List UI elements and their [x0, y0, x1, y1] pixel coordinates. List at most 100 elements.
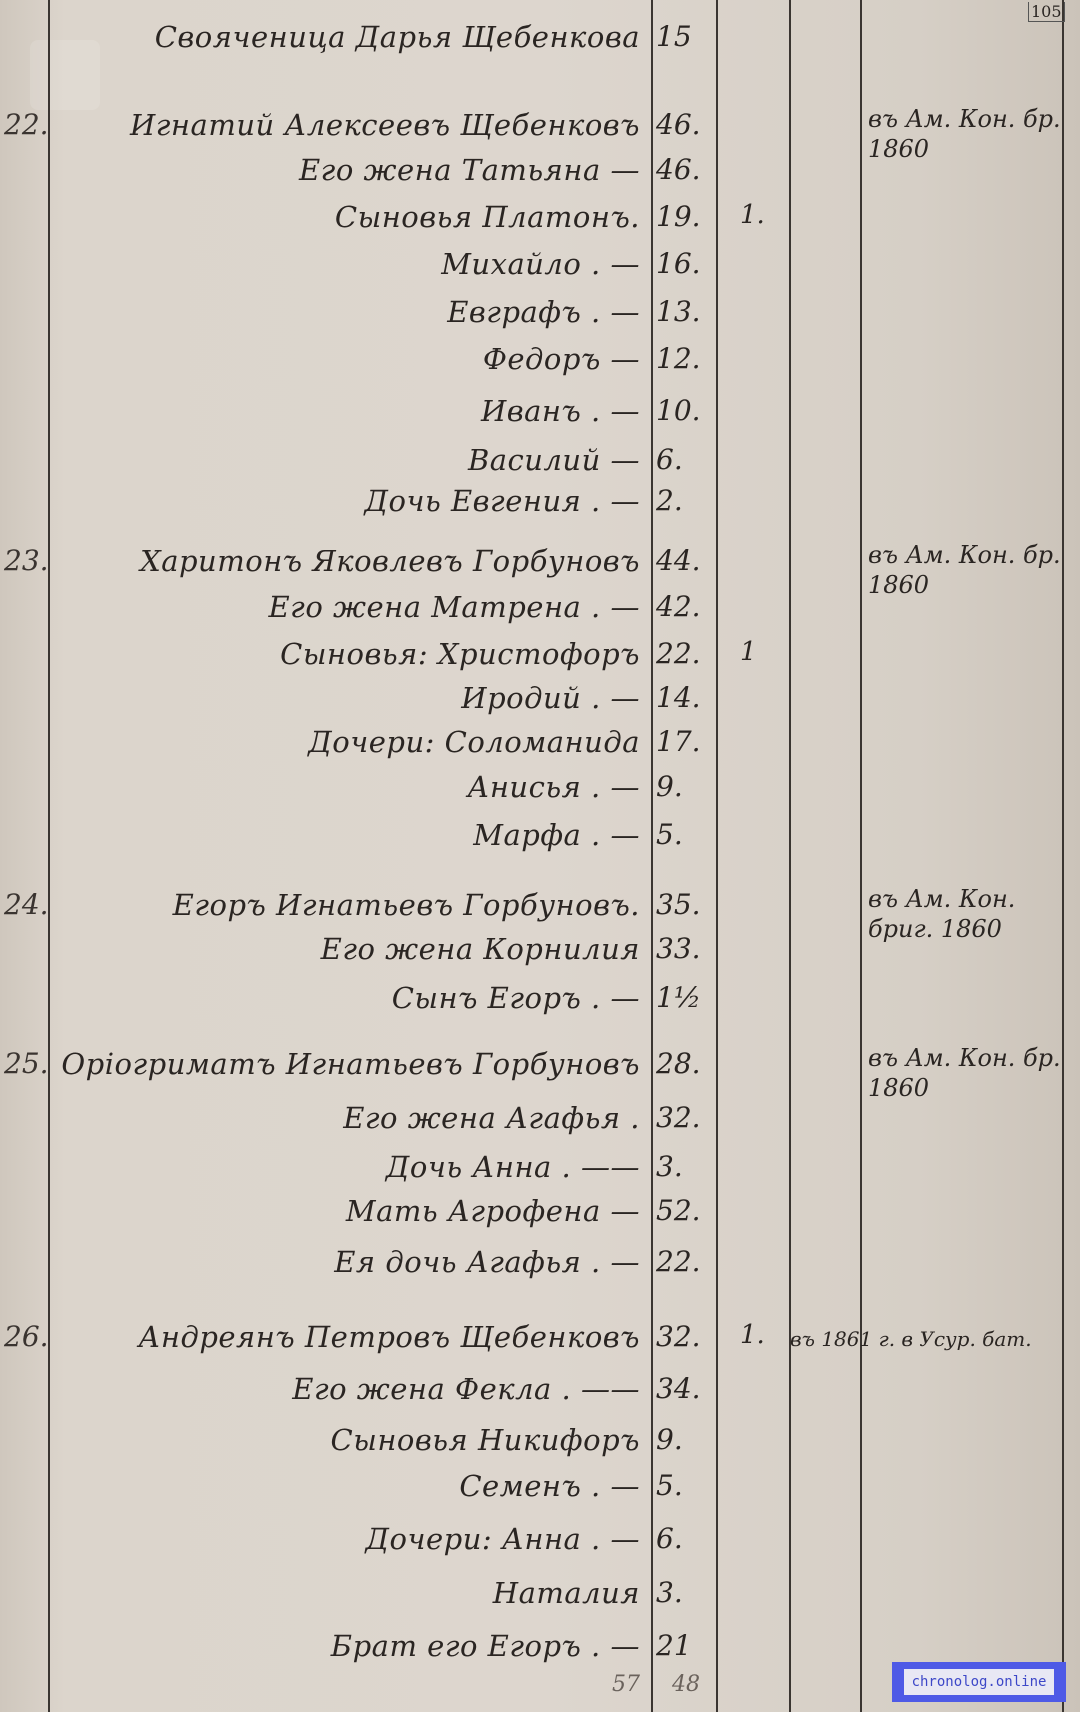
person-name: Брат его Егоръ . —	[330, 1629, 640, 1663]
person-age: 6.	[656, 1522, 683, 1555]
remark: въ Ам. Кон. бриг. 1860	[868, 885, 1016, 943]
household-member-entry: Наталия 3.	[0, 1576, 1080, 1616]
person-age: 32.	[656, 1101, 701, 1134]
household-member-entry: Иродий . — 14.	[0, 681, 1080, 721]
person-name: Его жена Фекла . ——	[292, 1372, 640, 1406]
person-name: Дочь Евгения . —	[364, 484, 640, 518]
footer-total: 57	[612, 1672, 640, 1697]
header-entry: Свояченица Дарья Щебенкова 15	[0, 20, 1080, 60]
watermark: chronolog.online	[892, 1662, 1066, 1702]
household-member-entry: Михайло . — 16.	[0, 247, 1080, 287]
person-age: 3.	[656, 1576, 683, 1609]
household-member-entry: Его жена Матрена . — 42.	[0, 590, 1080, 630]
household-head-entry: 25. Оріогриматъ Игнатьевъ Горбуновъ 28. въ …	[0, 1044, 1080, 1102]
person-age: 1½	[656, 981, 701, 1014]
household-member-entry: Его жена Фекла . —— 34.	[0, 1372, 1080, 1412]
remark: въ Ам. Кон. бр. 1860	[868, 1044, 1061, 1102]
person-name: Андреянъ Петровъ Щебенковъ	[138, 1320, 640, 1354]
household-member-entry: Дочь Евгения . — 2.	[0, 484, 1080, 524]
person-name: Семенъ . —	[459, 1469, 640, 1503]
person-age: 34.	[656, 1372, 701, 1405]
mark-column: 1.	[740, 200, 765, 230]
person-age: 22.	[656, 637, 701, 670]
person-age: 10.	[656, 394, 701, 427]
person-age: 21	[656, 1629, 692, 1662]
person-age: 42.	[656, 590, 701, 623]
household-member-entry: Его жена Корнилия 33.	[0, 932, 1080, 972]
person-name: Дочери: Соломанида	[308, 725, 640, 759]
person-name: Сыновья: Христофоръ	[280, 637, 640, 671]
column-rule	[48, 0, 50, 1712]
household-head-entry: 22. Игнатий Алексеевъ Щебенковъ 46. въ Ам. …	[0, 105, 1080, 163]
person-name: Иванъ . —	[480, 394, 640, 428]
person-name: Михайло . —	[441, 247, 640, 281]
household-member-entry: Сыновья Платонъ. 19. 1.	[0, 200, 1080, 240]
person-age: 46.	[656, 153, 701, 186]
household-number: 24.	[4, 888, 49, 921]
person-name: Евграфъ . —	[447, 295, 640, 329]
column-rule	[1062, 0, 1064, 1712]
person-name: Федоръ —	[482, 342, 640, 376]
household-member-entry: Сыновья Никифоръ 9.	[0, 1423, 1080, 1463]
watermark-text: chronolog.online	[903, 1669, 1055, 1695]
person-age: 2.	[656, 484, 683, 517]
person-name: Наталия	[492, 1576, 640, 1610]
person-name: Сыновья Никифоръ	[330, 1423, 640, 1457]
person-age: 12.	[656, 342, 701, 375]
person-name: Марфа . —	[473, 818, 640, 852]
household-head-entry: 26. Андреянъ Петровъ Щебенковъ 32. 1. въ 186…	[0, 1320, 1080, 1360]
person-age: 3.	[656, 1150, 683, 1183]
person-name: Мать Агрофена —	[345, 1194, 640, 1228]
person-age: 22.	[656, 1245, 701, 1278]
household-member-entry: Его жена Агафья . 32.	[0, 1101, 1080, 1141]
household-member-entry: Федоръ — 12.	[0, 342, 1080, 382]
household-head-entry: 23. Харитонъ Яковлевъ Горбуновъ 44. въ Ам. …	[0, 541, 1080, 599]
household-member-entry: Ея дочь Агафья . — 22.	[0, 1245, 1080, 1285]
person-name: Дочери: Анна . —	[365, 1522, 640, 1556]
person-name: Его жена Агафья .	[343, 1101, 640, 1135]
household-number: 23.	[4, 544, 49, 577]
person-name: Игнатий Алексеевъ Щебенковъ	[129, 108, 640, 142]
person-age: 52.	[656, 1194, 701, 1227]
remark: въ 1861 г. в Усур. бат.	[790, 1327, 1032, 1351]
mark-column: 1.	[740, 1320, 765, 1350]
person-name: Василий —	[467, 443, 640, 477]
person-name: Ея дочь Агафья . —	[334, 1245, 640, 1279]
household-number: 22.	[4, 108, 49, 141]
person-age: 33.	[656, 932, 701, 965]
mark-column: 1	[740, 637, 757, 667]
person-age: 32.	[656, 1320, 701, 1353]
household-member-entry: Дочери: Анна . — 6.	[0, 1522, 1080, 1562]
household-member-entry: Его жена Татьяна — 46.	[0, 153, 1080, 193]
person-age: 17.	[656, 725, 701, 758]
person-name: Оріогриматъ Игнатьевъ Горбуновъ	[61, 1047, 640, 1081]
column-rule	[860, 0, 862, 1712]
column-rule	[716, 0, 718, 1712]
person-name: Сынъ Егоръ . —	[391, 981, 640, 1015]
person-age: 35.	[656, 888, 701, 921]
person-age: 6.	[656, 443, 683, 476]
person-age: 14.	[656, 681, 701, 714]
household-member-entry: Дочь Анна . —— 3.	[0, 1150, 1080, 1190]
household-member-entry: Анисья . — 9.	[0, 770, 1080, 810]
household-member-entry: Марфа . — 5.	[0, 818, 1080, 858]
remark: въ Ам. Кон. бр. 1860	[868, 541, 1061, 599]
person-name: Иродий . —	[461, 681, 640, 715]
person-age: 9.	[656, 1423, 683, 1456]
page-number: 105	[1028, 2, 1065, 22]
person-age: 19.	[656, 200, 701, 233]
household-number: 26.	[4, 1320, 49, 1353]
footer-total: 48	[672, 1672, 700, 1697]
household-member-entry: Василий — 6.	[0, 443, 1080, 483]
household-member-entry: Иванъ . — 10.	[0, 394, 1080, 434]
person-age: 44.	[656, 544, 701, 577]
person-name: Анисья . —	[467, 770, 640, 804]
person-name: Его жена Татьяна —	[299, 153, 640, 187]
person-age: 5.	[656, 818, 683, 851]
person-name: Егоръ Игнатьевъ Горбуновъ.	[172, 888, 640, 922]
embossed-stamp	[30, 40, 100, 110]
household-member-entry: Дочери: Соломанида 17.	[0, 725, 1080, 765]
household-member-entry: Евграфъ . — 13.	[0, 295, 1080, 335]
person-age: 28.	[656, 1047, 701, 1080]
household-member-entry: Семенъ . — 5.	[0, 1469, 1080, 1509]
